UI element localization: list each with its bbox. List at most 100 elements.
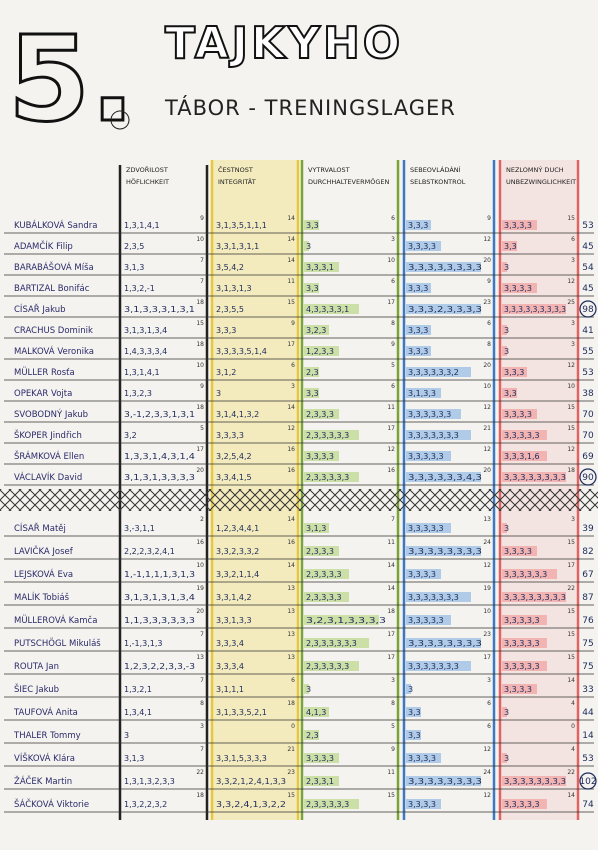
cell-sum: 16 (287, 539, 295, 546)
cell-sum: 13 (483, 516, 491, 523)
marker (304, 220, 319, 230)
cell-sum: 16 (287, 467, 295, 474)
cell-sum: 20 (483, 467, 491, 474)
score-marks: 2,3 (306, 731, 319, 740)
score-marks: 1,-1,1,1,1,3,1,3 (124, 570, 195, 579)
cell-sum: 13 (287, 585, 295, 592)
name: BARTIZAL Bonifác (14, 284, 90, 294)
score-marks: 3,1,3,3,5,2,1 (216, 708, 267, 717)
marker (406, 546, 481, 556)
score-marks: 3 (504, 708, 509, 717)
name: VÁCLAVÍK David (14, 471, 82, 483)
cell-sum: 16 (387, 467, 395, 474)
score-marks: 3,3,3,3 (408, 754, 436, 763)
cell-sum: 9 (200, 215, 204, 222)
marker (502, 569, 557, 579)
marker (502, 409, 537, 419)
name: BARABÁŠOVÁ Míša (14, 261, 94, 273)
score-marks: 2,3,3,3,3,3,3 (306, 639, 357, 648)
cell-sum: 18 (196, 404, 204, 411)
name: MALKOVÁ Veronika (14, 345, 94, 357)
cell-sum: 21 (287, 746, 295, 753)
total: 98 (582, 305, 594, 315)
marker (502, 592, 566, 602)
marker (406, 430, 471, 440)
score-marks: 4,1,3 (306, 708, 326, 717)
cell-sum: 21 (483, 425, 491, 432)
total: 14 (582, 731, 594, 741)
total: 75 (582, 639, 593, 649)
marker (502, 472, 566, 482)
score-marks: 3,3,3,3,3,3,3,3 (408, 547, 482, 556)
cell-sum: 12 (483, 746, 491, 753)
score-marks: 2,3,5,5 (216, 305, 244, 314)
cell-sum: 17 (387, 425, 395, 432)
marker (502, 220, 537, 230)
total: 38 (582, 389, 594, 399)
cell-sum: 3 (291, 383, 295, 390)
score-marks: 3,3,3,3,3 (504, 639, 540, 648)
marker (304, 661, 359, 671)
cell-sum: 9 (487, 278, 491, 285)
name: KUBÁLKOVÁ Sandra (14, 219, 97, 231)
marker (406, 325, 431, 335)
score-marks: 3,3,3,3,5,1,4 (216, 347, 267, 356)
score-marks: 2,3 (306, 368, 319, 377)
score-marks: 2,3,3,3,3,3 (306, 431, 349, 440)
score-marks: 3,1,3 (124, 754, 144, 763)
marker (406, 753, 441, 763)
score-marks: 3,-1,2,3,3,1,3,1 (124, 410, 195, 419)
column-header: ZDVOŘILOST (126, 165, 168, 174)
score-marks: 3,3,3,3 (408, 570, 436, 579)
marker (502, 753, 507, 763)
score-marks: 1,3,2,3 (124, 389, 152, 398)
marker (502, 661, 547, 671)
name: OPEKAR Vojta (14, 389, 72, 399)
cell-sum: 0 (291, 723, 295, 730)
score-marks: 3,3 (306, 221, 319, 230)
score-marks: 3,3,3,3,3 (408, 452, 444, 461)
score-marks: 1,3,2,-1 (124, 284, 155, 293)
marker (406, 615, 451, 625)
score-marks: 3,3 (306, 389, 319, 398)
marker (304, 707, 329, 717)
score-marks: 3,1,1,1 (216, 685, 244, 694)
score-marks: 3,1,3 (306, 524, 326, 533)
score-marks: 3,3,2,1,2,4,1,3,3 (216, 777, 286, 786)
cell-sum: 7 (200, 278, 204, 285)
name: CÍSAŘ Matěj (14, 522, 66, 534)
score-marks: 1,1,3,3,3,3,3,3 (124, 616, 195, 625)
total: 53 (582, 221, 593, 231)
cell-sum: 11 (287, 278, 295, 285)
score-marks: 3,3,3,3 (306, 754, 334, 763)
cell-sum: 12 (483, 404, 491, 411)
cell-sum: 22 (196, 769, 204, 776)
score-marks: 3,3,3,3,3,3 (504, 570, 547, 579)
cell-sum: 0 (571, 723, 575, 730)
total: 70 (582, 431, 594, 441)
score-marks: 3,3,3,3,3,3,3,3 (504, 473, 566, 482)
cell-sum: 18 (567, 467, 575, 474)
marker (406, 638, 481, 648)
score-marks: 3 (306, 242, 311, 251)
cell-sum: 14 (387, 585, 395, 592)
cell-sum: 13 (196, 654, 204, 661)
score-marks: 3,3,3,3,3,3,3 (408, 662, 459, 671)
marker (406, 241, 441, 251)
cell-sum: 18 (196, 792, 204, 799)
cell-sum: 3 (571, 516, 575, 523)
score-marks: 3,2,3 (306, 326, 326, 335)
score-marks: 3 (124, 731, 129, 740)
score-marks: 3,1,2 (216, 368, 236, 377)
marker (502, 325, 507, 335)
score-marks: 3 (504, 754, 509, 763)
marker (502, 684, 537, 694)
cell-sum: 10 (387, 257, 395, 264)
marker (406, 799, 441, 809)
cell-sum: 8 (487, 341, 491, 348)
total-circle (579, 772, 597, 790)
score-marks: 3 (216, 389, 221, 398)
marker (406, 684, 411, 694)
score-marks: 2,3,3,1 (306, 777, 334, 786)
